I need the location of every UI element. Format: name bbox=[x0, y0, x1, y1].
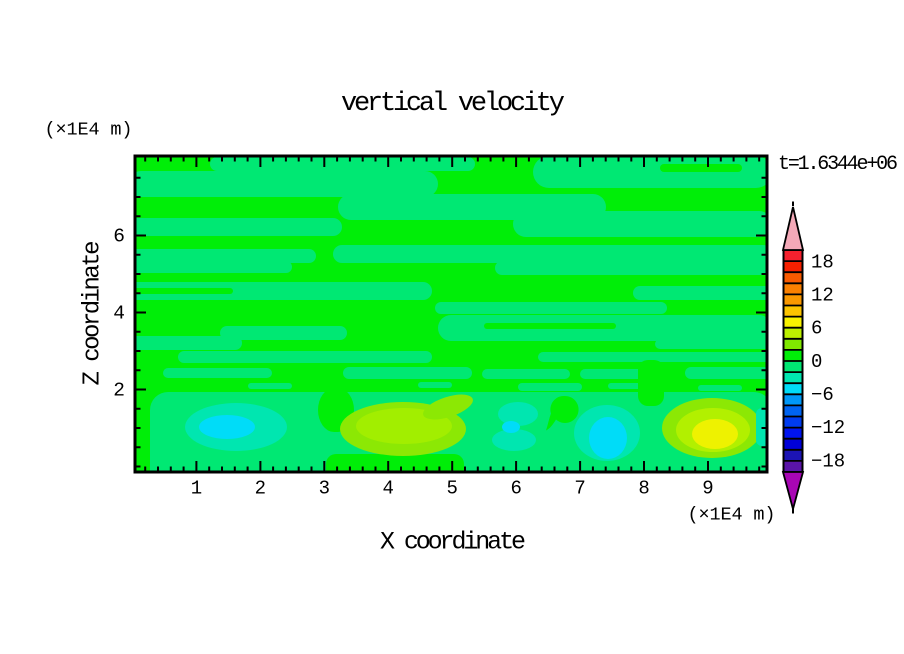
svg-text:−6: −6 bbox=[811, 384, 834, 406]
svg-text:7: 7 bbox=[574, 478, 585, 500]
svg-text:4: 4 bbox=[113, 303, 125, 325]
svg-text:5: 5 bbox=[446, 478, 457, 500]
svg-text:2: 2 bbox=[113, 380, 125, 402]
svg-text:−12: −12 bbox=[811, 417, 845, 439]
svg-text:vertical velocity: vertical velocity bbox=[341, 89, 565, 119]
svg-text:12: 12 bbox=[811, 284, 834, 306]
svg-text:0: 0 bbox=[811, 351, 822, 373]
svg-text:1: 1 bbox=[191, 478, 202, 500]
svg-text:4: 4 bbox=[383, 478, 394, 500]
svg-text:(×1E4 m): (×1E4 m) bbox=[45, 120, 133, 141]
svg-text:6: 6 bbox=[113, 226, 125, 248]
svg-text:Z coordinate: Z coordinate bbox=[80, 241, 107, 386]
svg-text:t=1.6344e+06: t=1.6344e+06 bbox=[778, 153, 898, 176]
svg-text:18: 18 bbox=[811, 251, 834, 273]
svg-text:6: 6 bbox=[510, 478, 521, 500]
svg-text:−18: −18 bbox=[811, 450, 845, 472]
svg-text:3: 3 bbox=[319, 478, 330, 500]
svg-text:8: 8 bbox=[638, 478, 649, 500]
svg-text:(×1E4 m): (×1E4 m) bbox=[688, 505, 776, 526]
svg-text:X coordinate: X coordinate bbox=[380, 527, 526, 556]
svg-text:6: 6 bbox=[811, 318, 822, 340]
svg-text:2: 2 bbox=[255, 478, 266, 500]
svg-text:9: 9 bbox=[702, 478, 713, 500]
